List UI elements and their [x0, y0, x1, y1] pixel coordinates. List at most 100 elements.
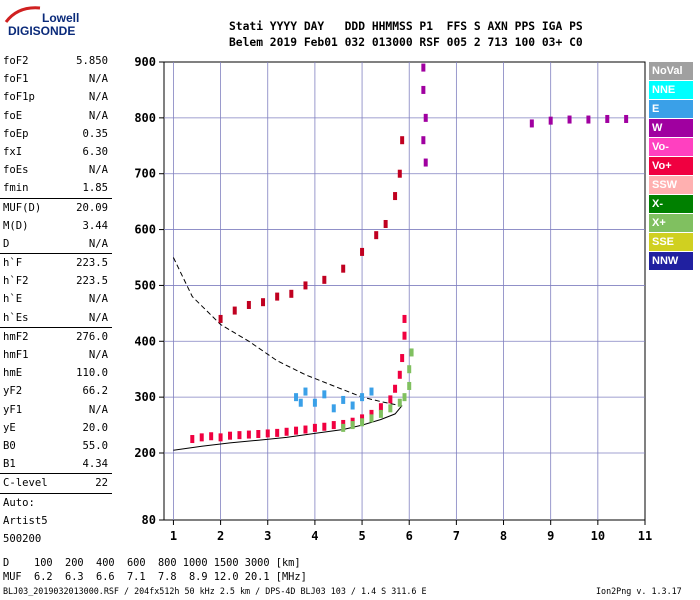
param-value: N/A: [88, 403, 108, 416]
echo-point: [237, 431, 242, 440]
muf-table: D 100 200 400 600 800 1000 1500 3000 [km…: [3, 556, 307, 584]
param-label: yE: [3, 421, 16, 434]
param-row: h`F 223.5: [0, 254, 112, 272]
echo-point: [400, 354, 405, 363]
param-value: N/A: [88, 109, 108, 122]
polarization-legend: NoVal NNE E W Vo- Vo+ SSW X- X+ SSE NNW: [649, 62, 693, 271]
echo-point: [294, 393, 299, 402]
param-label: C-level: [3, 477, 48, 490]
param-row: foF2 5.850: [0, 52, 112, 70]
echo-point: [369, 409, 374, 418]
param-row: foEs N/A: [0, 161, 112, 179]
file-info: BLJ03_2019032013000.RSF / 204fx512h 50 k…: [3, 586, 427, 596]
echo-point: [218, 433, 223, 442]
echo-point: [374, 231, 379, 240]
echo-point: [407, 365, 412, 374]
legend-item: SSE: [649, 233, 693, 251]
auto-scaling-text: Auto:: [3, 496, 35, 509]
echo-point: [331, 404, 336, 413]
echo-point: [423, 113, 428, 122]
auto-scaling-text: 500200: [3, 532, 42, 545]
station-header: Stati YYYY DAY DDD HHMMSS P1 FFS S AXN P…: [229, 19, 583, 51]
x-tick-label: 4: [311, 529, 318, 543]
echo-point: [303, 387, 308, 396]
echo-point: [360, 418, 365, 427]
auto-scaling-line: Auto:: [0, 494, 112, 512]
param-row: yE 20.0: [0, 419, 112, 437]
y-tick-label: 300: [134, 390, 156, 404]
echo-point: [369, 414, 374, 423]
param-label: B0: [3, 439, 16, 452]
muf-row: MUF 6.2 6.3 6.6 7.1 7.8 8.9 12.0 20.1 [M…: [3, 571, 307, 583]
echo-point: [303, 281, 308, 290]
echo-point: [393, 384, 398, 393]
x-tick-label: 1: [170, 529, 177, 543]
legend-item: X+: [649, 214, 693, 232]
true-height-profile-line: [173, 405, 403, 451]
echo-point: [261, 298, 266, 307]
param-value: 66.2: [82, 385, 108, 398]
param-row: h`Es N/A: [0, 309, 112, 327]
echo-point: [378, 403, 383, 412]
legend-item: NNW: [649, 252, 693, 270]
legend-item: X-: [649, 195, 693, 213]
y-tick-label: 500: [134, 278, 156, 292]
param-value: N/A: [88, 91, 108, 104]
param-row: hmF2 276.0: [0, 328, 112, 346]
param-value: 3.44: [82, 219, 108, 232]
echo-point: [586, 115, 591, 124]
echo-point: [421, 85, 426, 94]
param-label: hmF2: [3, 330, 29, 343]
param-label: yF1: [3, 403, 23, 416]
legend-item: Vo-: [649, 138, 693, 156]
echo-point: [402, 331, 407, 340]
param-label: fxI: [3, 145, 23, 158]
param-value: 20.09: [76, 201, 108, 214]
y-tick-label: 400: [134, 334, 156, 348]
param-value: N/A: [88, 349, 108, 361]
echo-point: [341, 423, 346, 432]
param-row: B1 4.34: [0, 455, 112, 473]
echo-point: [400, 136, 405, 145]
param-label: D: [3, 237, 10, 250]
param-row: D N/A: [0, 235, 112, 253]
param-label: hmE: [3, 367, 23, 380]
param-value: N/A: [88, 237, 108, 250]
param-value: 1.85: [82, 182, 108, 195]
param-label: foEs: [3, 164, 29, 177]
param-value: N/A: [88, 311, 108, 324]
logo-swoosh-icon: [4, 6, 41, 23]
echo-point: [322, 422, 327, 431]
param-label: B1: [3, 458, 16, 471]
param-label: foE: [3, 109, 23, 122]
param-row: yF2 66.2: [0, 382, 112, 400]
legend-item: NoVal: [649, 62, 693, 80]
param-value: 276.0: [76, 330, 108, 343]
echo-point: [312, 423, 317, 432]
echo-point: [397, 370, 402, 379]
echo-point: [383, 219, 388, 228]
echo-point: [190, 435, 195, 444]
x-tick-label: 9: [547, 529, 554, 543]
echo-point: [378, 409, 383, 418]
auto-scaling-text: Artist5: [3, 514, 48, 527]
param-value: 223.5: [76, 257, 108, 270]
param-label: h`E: [3, 293, 23, 306]
echo-point: [421, 136, 426, 145]
param-label: h`F2: [3, 275, 29, 288]
param-row: M(D) 3.44: [0, 217, 112, 235]
param-row: MUF(D) 20.09: [0, 199, 112, 217]
param-value: 55.0: [82, 439, 108, 452]
param-row: h`F2 223.5: [0, 272, 112, 290]
param-value: N/A: [88, 293, 108, 306]
echo-point: [605, 114, 610, 123]
legend-item: W: [649, 119, 693, 137]
legend-item: E: [649, 100, 693, 118]
echo-point: [275, 292, 280, 301]
auto-scaling-line: 500200: [0, 530, 112, 548]
echo-point: [529, 119, 534, 128]
echo-point: [350, 421, 355, 430]
param-label: M(D): [3, 219, 29, 232]
x-tick-label: 6: [406, 529, 413, 543]
echo-point: [393, 192, 398, 201]
